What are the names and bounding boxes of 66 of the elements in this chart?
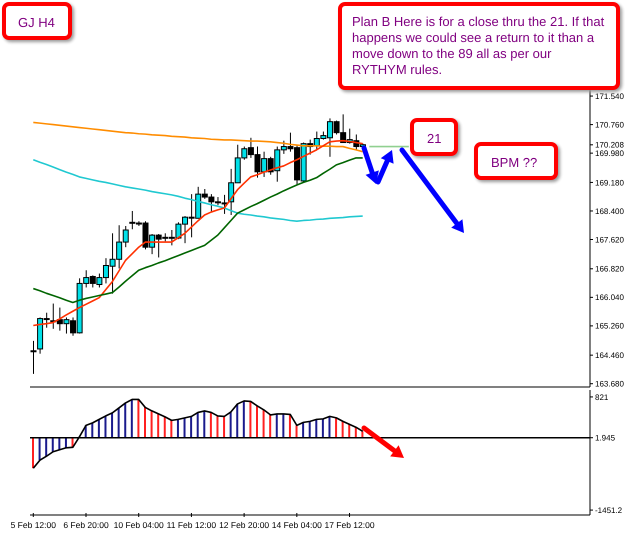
bar	[342, 421, 344, 438]
bar	[256, 406, 258, 438]
line-series	[32, 158, 364, 222]
bar	[223, 416, 226, 438]
bar	[157, 414, 160, 438]
y-tick-label: 166.040	[595, 293, 624, 302]
y-tick-label: 821	[595, 392, 609, 402]
bar	[276, 414, 278, 438]
annotation: BPM ??	[474, 142, 558, 180]
bar	[230, 412, 232, 438]
y-tick-label: 163.680	[595, 380, 624, 389]
bar	[288, 414, 291, 438]
y-tick-label: 169.180	[595, 178, 624, 188]
text: GJ H4	[2, 2, 72, 40]
x-tick-label: 5 Feb 12:00	[10, 520, 56, 530]
bar	[176, 419, 179, 438]
x-tick-label: 6 Feb 20:00	[63, 520, 109, 530]
bar	[216, 416, 218, 438]
bar	[242, 400, 245, 438]
bar	[262, 410, 265, 438]
bar	[45, 438, 48, 456]
x-tick-label: 11 Feb 12:00	[166, 520, 216, 530]
bar	[269, 414, 272, 438]
bar	[282, 414, 284, 438]
bar	[38, 438, 41, 460]
bar	[236, 404, 238, 438]
y-tick-label: -1451.2	[595, 506, 623, 515]
bar	[130, 399, 133, 438]
bar	[164, 416, 166, 438]
bar	[170, 420, 172, 438]
bar	[184, 418, 186, 438]
bar	[203, 410, 206, 438]
bar	[210, 412, 212, 438]
bar	[315, 419, 318, 438]
y-tick-label: 169.980	[595, 148, 624, 158]
line-series	[32, 157, 364, 304]
candlestick	[30, 340, 36, 374]
annotation: Plan B Here is for a close thru the 21. If that happens we could see a return to it than a move down to the 89 all as per our RYTHYM rules.	[338, 2, 620, 90]
bar	[137, 399, 140, 438]
y-tick-label: 170.760	[595, 120, 624, 130]
bar	[118, 408, 120, 438]
y-tick-label: 171.540	[595, 92, 624, 101]
bar	[124, 402, 126, 438]
bar	[196, 412, 199, 438]
x-tick-label: 12 Feb 20:00	[219, 520, 270, 530]
x-tick-label: 10 Feb 04:00	[114, 520, 164, 530]
y-tick-label: 167.620	[595, 235, 624, 244]
y-tick-label: 166.820	[595, 264, 624, 274]
y-tick-label: 165.260	[595, 322, 624, 331]
bar	[190, 416, 192, 438]
bar	[104, 416, 106, 438]
y-tick-label: 1.945	[595, 434, 616, 443]
bar	[322, 418, 324, 438]
bar	[32, 438, 34, 468]
annotation: 21	[410, 118, 458, 156]
y-tick-label: 168.400	[595, 206, 624, 216]
line-series	[32, 122, 364, 152]
x-tick-label: 17 Feb 12:00	[324, 520, 375, 530]
bar	[249, 401, 252, 438]
x-tick-label: 14 Feb 04:00	[272, 520, 322, 530]
bar	[150, 410, 153, 438]
bar	[111, 412, 114, 438]
y-tick-label: 164.460	[595, 351, 624, 360]
y-tick-label: 170.208	[595, 140, 624, 150]
bar	[144, 407, 146, 438]
bar	[335, 418, 338, 438]
